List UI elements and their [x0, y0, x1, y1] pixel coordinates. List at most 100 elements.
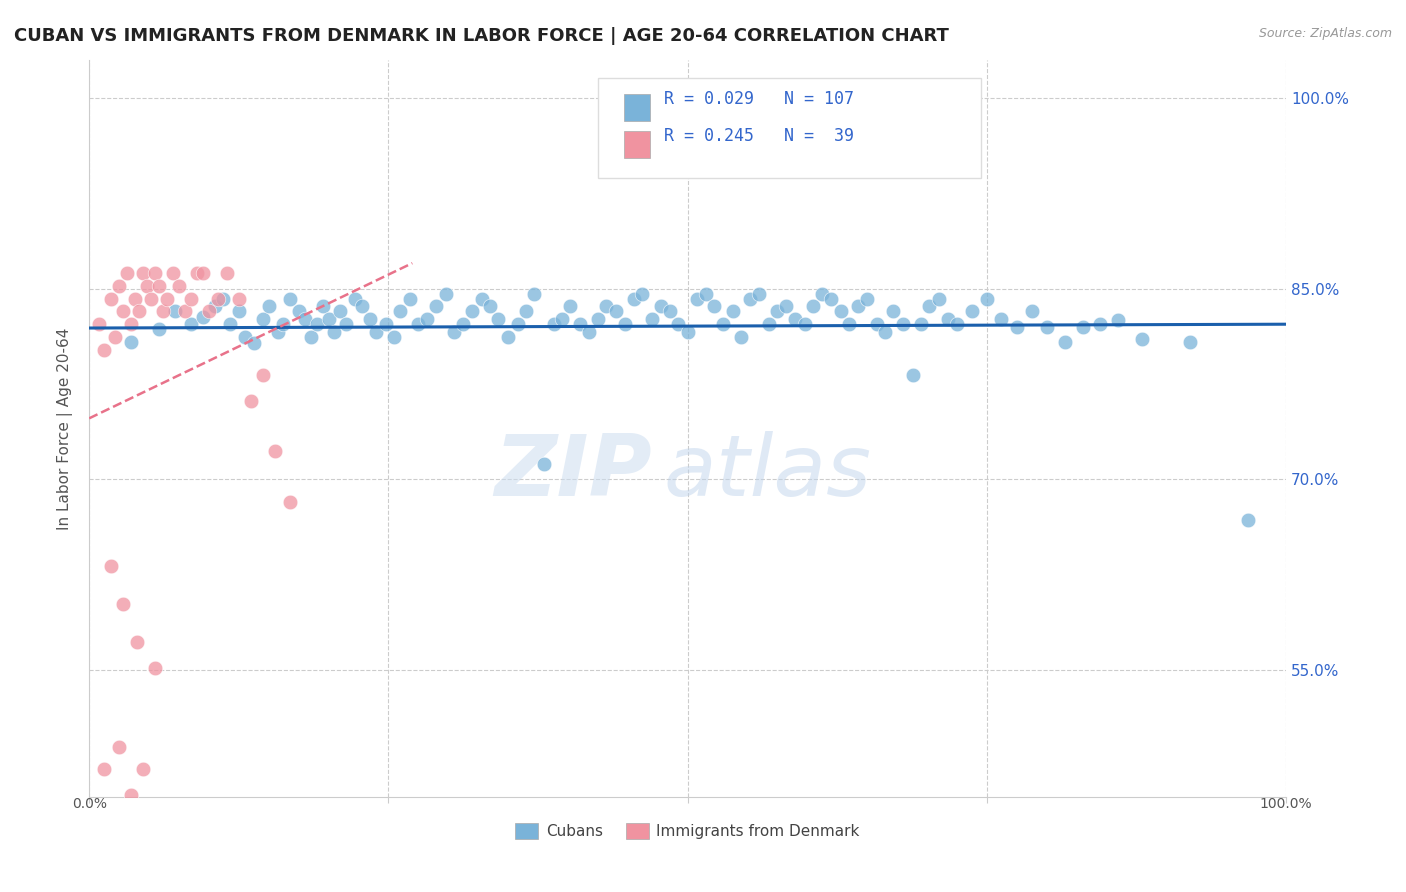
Point	[1130, 333, 1153, 347]
Point	[946, 317, 969, 331]
Point	[287, 304, 309, 318]
Point	[543, 317, 565, 331]
Point	[496, 330, 519, 344]
Point	[713, 317, 735, 331]
Point	[793, 317, 815, 331]
Point	[1053, 334, 1076, 349]
Point	[323, 325, 346, 339]
Point	[910, 317, 932, 331]
Point	[551, 312, 574, 326]
Point	[1090, 317, 1112, 331]
Point	[207, 292, 229, 306]
Point	[191, 266, 214, 280]
Point	[938, 312, 960, 326]
Point	[215, 266, 238, 280]
Point	[605, 304, 627, 318]
Point	[1107, 313, 1129, 327]
Point	[305, 317, 328, 331]
Point	[100, 558, 122, 573]
Point	[766, 304, 789, 318]
Point	[125, 635, 148, 649]
Point	[785, 312, 807, 326]
Text: 100.0%: 100.0%	[1260, 797, 1312, 812]
Point	[366, 325, 388, 339]
Point	[299, 330, 322, 344]
Point	[359, 312, 381, 326]
Point	[233, 330, 256, 344]
Point	[918, 299, 941, 313]
Point	[775, 299, 797, 313]
Text: ZIP: ZIP	[494, 432, 651, 515]
Point	[311, 299, 333, 313]
Point	[271, 317, 294, 331]
Point	[658, 304, 681, 318]
Point	[882, 304, 904, 318]
Point	[846, 299, 869, 313]
Point	[180, 317, 202, 331]
Point	[730, 330, 752, 344]
Point	[810, 286, 832, 301]
Point	[640, 312, 662, 326]
Point	[263, 444, 285, 458]
Point	[1005, 319, 1028, 334]
Point	[382, 330, 405, 344]
Point	[399, 292, 422, 306]
Point	[695, 286, 717, 301]
Point	[257, 299, 280, 313]
Legend: Cubans, Immigrants from Denmark: Cubans, Immigrants from Denmark	[509, 817, 866, 845]
Point	[135, 279, 157, 293]
Point	[523, 286, 546, 301]
Point	[204, 299, 226, 313]
Point	[278, 495, 301, 509]
Point	[891, 317, 914, 331]
Point	[375, 317, 398, 331]
Point	[252, 368, 274, 383]
Point	[866, 317, 889, 331]
Point	[389, 304, 412, 318]
Point	[267, 325, 290, 339]
Point	[143, 266, 166, 280]
Point	[568, 317, 591, 331]
Point	[148, 322, 170, 336]
Point	[128, 304, 150, 318]
Point	[212, 292, 235, 306]
Point	[434, 286, 457, 301]
Point	[132, 763, 155, 777]
Point	[406, 317, 429, 331]
Point	[488, 312, 510, 326]
Point	[120, 317, 142, 331]
Point	[132, 266, 155, 280]
Point	[111, 304, 134, 318]
Point	[120, 788, 142, 802]
Point	[650, 299, 672, 313]
Point	[318, 312, 340, 326]
Point	[748, 286, 770, 301]
Point	[801, 299, 824, 313]
Point	[1071, 319, 1094, 334]
Point	[278, 292, 301, 306]
Point	[676, 325, 699, 339]
Point	[830, 304, 852, 318]
Point	[578, 325, 600, 339]
Point	[93, 763, 115, 777]
Point	[104, 330, 127, 344]
Point	[962, 304, 984, 318]
Point	[120, 334, 142, 349]
Point	[515, 304, 537, 318]
Point	[198, 304, 221, 318]
Point	[124, 292, 146, 306]
Point	[415, 312, 437, 326]
Point	[148, 279, 170, 293]
Point	[174, 304, 197, 318]
FancyBboxPatch shape	[624, 131, 651, 158]
FancyBboxPatch shape	[624, 95, 651, 120]
Point	[425, 299, 447, 313]
Point	[343, 292, 366, 306]
Point	[152, 304, 174, 318]
Point	[758, 317, 780, 331]
Point	[117, 266, 139, 280]
Point	[87, 317, 110, 331]
Point	[252, 312, 274, 326]
Point	[614, 317, 637, 331]
Point	[976, 292, 998, 306]
